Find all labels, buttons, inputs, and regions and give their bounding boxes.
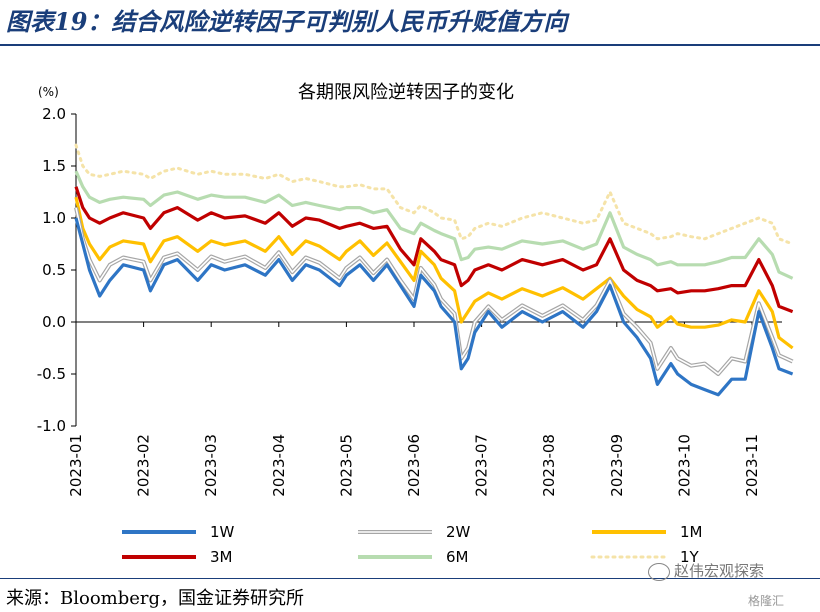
y-tick-label: 1.5: [42, 157, 66, 175]
x-tick-label: 2023-01: [67, 434, 85, 497]
series-6m-line: [74, 170, 794, 280]
wechat-icon: [648, 562, 670, 581]
x-tick-label: 2023-06: [405, 434, 423, 497]
chart-legend: 1W 2W 1M 3M 6M 1Y: [122, 523, 703, 566]
series-3m-line: [74, 186, 794, 314]
source-note: 来源：Bloomberg，国金证券研究所: [6, 588, 305, 609]
y-unit-label: (%): [38, 85, 59, 99]
x-tick-label: 2023-04: [270, 434, 288, 497]
y-tick-label: 0.0: [42, 313, 66, 331]
y-tick-label: 1.0: [42, 209, 66, 227]
series-1w-line: [74, 217, 794, 397]
x-tick-label: 2023-05: [337, 434, 355, 497]
x-tick-label: 2023-03: [202, 434, 220, 497]
x-tick-label: 2023-11: [743, 434, 761, 497]
x-tick-label: 2023-10: [675, 434, 693, 497]
y-tick-label: 0.5: [42, 261, 66, 279]
legend-6m-label: 6M: [446, 548, 469, 566]
series-layer: [74, 143, 795, 397]
legend-1w-label: 1W: [210, 523, 235, 541]
legend-2w-label: 2W: [446, 523, 471, 541]
source-divider: [0, 578, 820, 579]
series-1y-line: [74, 143, 795, 246]
legend-1m-label: 1M: [680, 523, 703, 541]
y-tick-label: 2.0: [42, 105, 66, 123]
watermark-text: 赵伟宏观探索: [674, 562, 765, 580]
x-tick-label: 2023-09: [608, 434, 626, 497]
legend-1y-label: 1Y: [680, 548, 700, 566]
y-tick-label: -1.0: [37, 417, 66, 435]
x-tick-label: 2023-02: [135, 434, 153, 497]
x-tick-label: 2023-07: [473, 434, 491, 497]
heading-divider: [0, 44, 820, 46]
y-tick-label: -0.5: [37, 365, 66, 383]
series-1m-line: [74, 196, 794, 350]
chart-title: 各期限风险逆转因子的变化: [298, 82, 514, 103]
x-tick-label: 2023-08: [540, 434, 558, 497]
figure-heading: 图表19：结合风险逆转因子可判别人民币升贬值方向: [6, 7, 568, 36]
series-2w-line-inner: [75, 207, 793, 375]
watermark: 赵伟宏观探索: [648, 560, 764, 581]
watermark-small: 格隆汇: [748, 594, 785, 608]
legend-3m-label: 3M: [210, 548, 233, 566]
